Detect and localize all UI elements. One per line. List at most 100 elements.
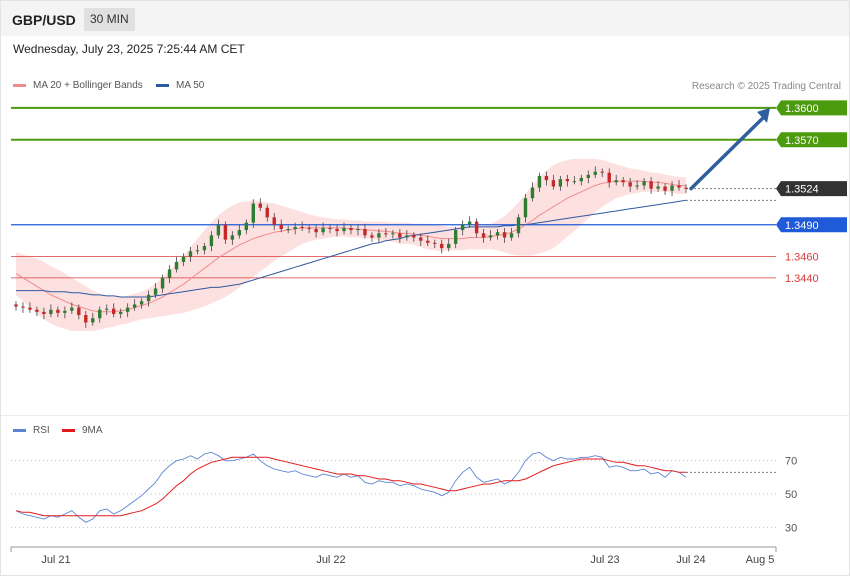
ma50-line	[16, 199, 687, 298]
candle-body	[544, 175, 549, 181]
candle-body	[460, 224, 465, 231]
bollinger-band	[16, 158, 686, 331]
ma50-swatch	[156, 84, 169, 87]
level-tag-1.3524	[776, 181, 847, 197]
candle-body	[314, 229, 318, 233]
candle-body	[146, 294, 151, 302]
candle-body	[356, 229, 360, 231]
ma9-label: 9MA	[82, 425, 103, 436]
candle-body	[84, 315, 88, 323]
candle-body	[419, 237, 423, 241]
candle-body	[481, 233, 486, 238]
ma20-label: MA 20 + Bollinger Bands	[33, 80, 143, 91]
candle-body	[28, 307, 32, 310]
candle-body	[174, 261, 179, 270]
candle-body	[579, 178, 584, 182]
candle-body	[251, 203, 255, 223]
candle-body	[209, 235, 214, 246]
candle-body	[258, 203, 262, 208]
ma50-label: MA 50	[176, 80, 205, 91]
rsi-tick-30: 30	[785, 522, 797, 534]
candle-body	[593, 171, 597, 175]
projection-arrow-shaft	[689, 114, 767, 191]
candle-body	[656, 186, 660, 189]
candle-body	[558, 179, 563, 187]
candle-body	[49, 309, 53, 314]
legend-ma20: MA 20 + Bollinger Bands	[13, 80, 143, 91]
candle-body	[516, 217, 521, 234]
x-tick-jul-21: Jul 21	[41, 554, 70, 566]
candle-body	[202, 246, 207, 251]
panel-divider	[1, 415, 849, 416]
candle-body	[188, 251, 193, 257]
candle-body	[223, 224, 228, 240]
candle-body	[216, 224, 221, 236]
level-tag-text-1.3524: 1.3524	[785, 184, 819, 196]
candle-body	[98, 309, 102, 319]
rsi-tick-50: 50	[785, 489, 797, 501]
candle-body	[265, 207, 269, 218]
ma20-swatch	[13, 84, 26, 87]
candle-body	[670, 185, 674, 191]
projection-arrow-head	[757, 107, 770, 123]
candle-body	[488, 235, 493, 238]
x-tick-jul-24: Jul 24	[676, 554, 705, 566]
candle-body	[537, 175, 542, 188]
candle-body	[335, 229, 339, 232]
candle-body	[160, 277, 165, 289]
candle-body	[63, 310, 67, 313]
candle-body	[467, 221, 472, 225]
timeframe-button[interactable]: 30 MIN	[84, 8, 135, 31]
top-bar: GBP/USD 30 MIN	[1, 1, 849, 36]
level-tag-1.3570	[776, 132, 847, 148]
candle-body	[14, 304, 18, 307]
legend-9ma: 9MA	[62, 425, 103, 436]
candle-body	[105, 308, 109, 310]
symbol-label: GBP/USD	[12, 12, 76, 28]
legend-ma50: MA 50	[156, 80, 204, 91]
candle-body	[586, 174, 590, 179]
candle-body	[139, 301, 144, 305]
candle-body	[153, 288, 158, 295]
candle-body	[426, 240, 430, 243]
ma9-swatch	[62, 429, 75, 432]
candle-body	[307, 227, 311, 230]
candle-body	[677, 185, 681, 188]
candle-body	[112, 308, 116, 314]
candle-body	[384, 233, 388, 235]
candle-body	[447, 243, 451, 249]
candle-body	[440, 243, 444, 249]
candle-body	[600, 171, 604, 173]
candle-body	[272, 217, 276, 225]
candle-body	[70, 307, 74, 311]
level-label-1.3440: 1.3440	[785, 273, 819, 285]
candle-body	[167, 269, 172, 278]
rsi-label: RSI	[33, 425, 50, 436]
rsi-series-9MA	[15, 456, 686, 517]
candle-body	[42, 311, 46, 314]
candle-body	[370, 235, 374, 238]
candle-body	[453, 230, 458, 244]
x-tick-jul-22: Jul 22	[316, 554, 345, 566]
candle-body	[551, 180, 556, 187]
candle-body	[279, 224, 283, 230]
level-tag-1.3600	[776, 100, 847, 116]
candle-body	[132, 304, 137, 308]
candle-body	[642, 181, 646, 186]
candle-body	[349, 227, 353, 231]
candle-body	[237, 230, 242, 236]
candle-body	[405, 235, 409, 238]
candle-body	[502, 232, 507, 238]
level-tag-text-1.3570: 1.3570	[785, 135, 819, 147]
candle-body	[398, 233, 402, 238]
candle-body	[509, 233, 514, 238]
candle-body	[125, 307, 130, 312]
x-tick-jul-23: Jul 23	[590, 554, 619, 566]
candle-body	[118, 311, 123, 314]
candle-body	[614, 180, 618, 183]
candle-body	[684, 187, 688, 189]
candle-body	[377, 233, 381, 238]
candle-body	[474, 221, 479, 234]
candle-body	[328, 227, 332, 230]
